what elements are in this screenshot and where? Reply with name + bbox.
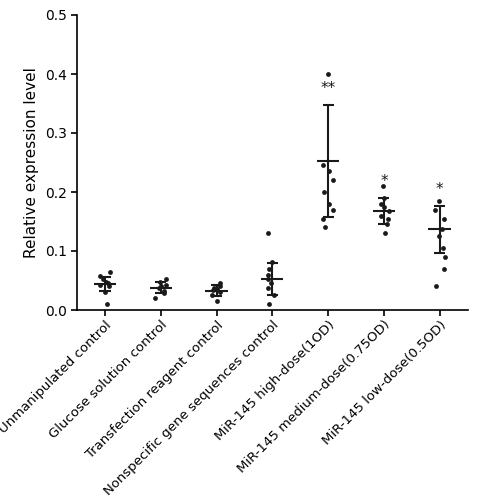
Point — [319, 162, 327, 170]
Point — [268, 280, 275, 287]
Point — [440, 244, 447, 252]
Point — [441, 253, 448, 261]
Point — [107, 268, 114, 276]
Point — [160, 286, 167, 294]
Point — [268, 258, 276, 266]
Point — [329, 206, 336, 214]
Point — [216, 279, 224, 287]
Point — [210, 286, 217, 294]
Point — [441, 264, 448, 272]
Point — [379, 182, 387, 190]
Text: *: * — [436, 182, 443, 196]
Point — [102, 278, 109, 285]
Point — [101, 288, 109, 296]
Point — [435, 197, 442, 205]
Point — [156, 284, 163, 292]
Point — [216, 288, 224, 296]
Point — [264, 230, 271, 237]
Point — [105, 280, 112, 287]
Point — [157, 282, 164, 290]
Point — [324, 70, 332, 78]
Point — [265, 270, 272, 278]
Point — [382, 230, 389, 237]
Point — [103, 300, 111, 308]
Point — [384, 214, 391, 222]
Point — [319, 214, 326, 222]
Point — [266, 300, 273, 308]
Point — [216, 282, 224, 290]
Point — [380, 203, 388, 211]
Point — [321, 188, 328, 196]
Point — [329, 176, 337, 184]
Point — [377, 200, 385, 208]
Point — [440, 214, 447, 222]
Point — [156, 278, 163, 286]
Point — [213, 297, 221, 305]
Point — [385, 207, 393, 215]
Point — [96, 272, 104, 280]
Point — [99, 274, 107, 282]
Point — [151, 294, 159, 302]
Point — [383, 220, 391, 228]
Y-axis label: Relative expression level: Relative expression level — [24, 67, 39, 258]
Point — [438, 224, 446, 232]
Point — [435, 232, 443, 240]
Point — [325, 168, 333, 175]
Point — [210, 284, 218, 292]
Point — [96, 281, 104, 289]
Text: *: * — [380, 174, 388, 189]
Point — [270, 291, 278, 299]
Point — [431, 206, 439, 214]
Point — [432, 282, 440, 290]
Point — [321, 224, 329, 232]
Point — [208, 290, 216, 298]
Point — [214, 285, 221, 293]
Point — [161, 280, 169, 288]
Point — [160, 290, 168, 298]
Point — [264, 284, 272, 292]
Point — [162, 276, 170, 283]
Point — [325, 200, 333, 208]
Point — [381, 194, 388, 202]
Point — [264, 276, 272, 283]
Point — [265, 264, 273, 272]
Point — [377, 212, 385, 220]
Point — [105, 282, 112, 290]
Text: **: ** — [321, 82, 336, 96]
